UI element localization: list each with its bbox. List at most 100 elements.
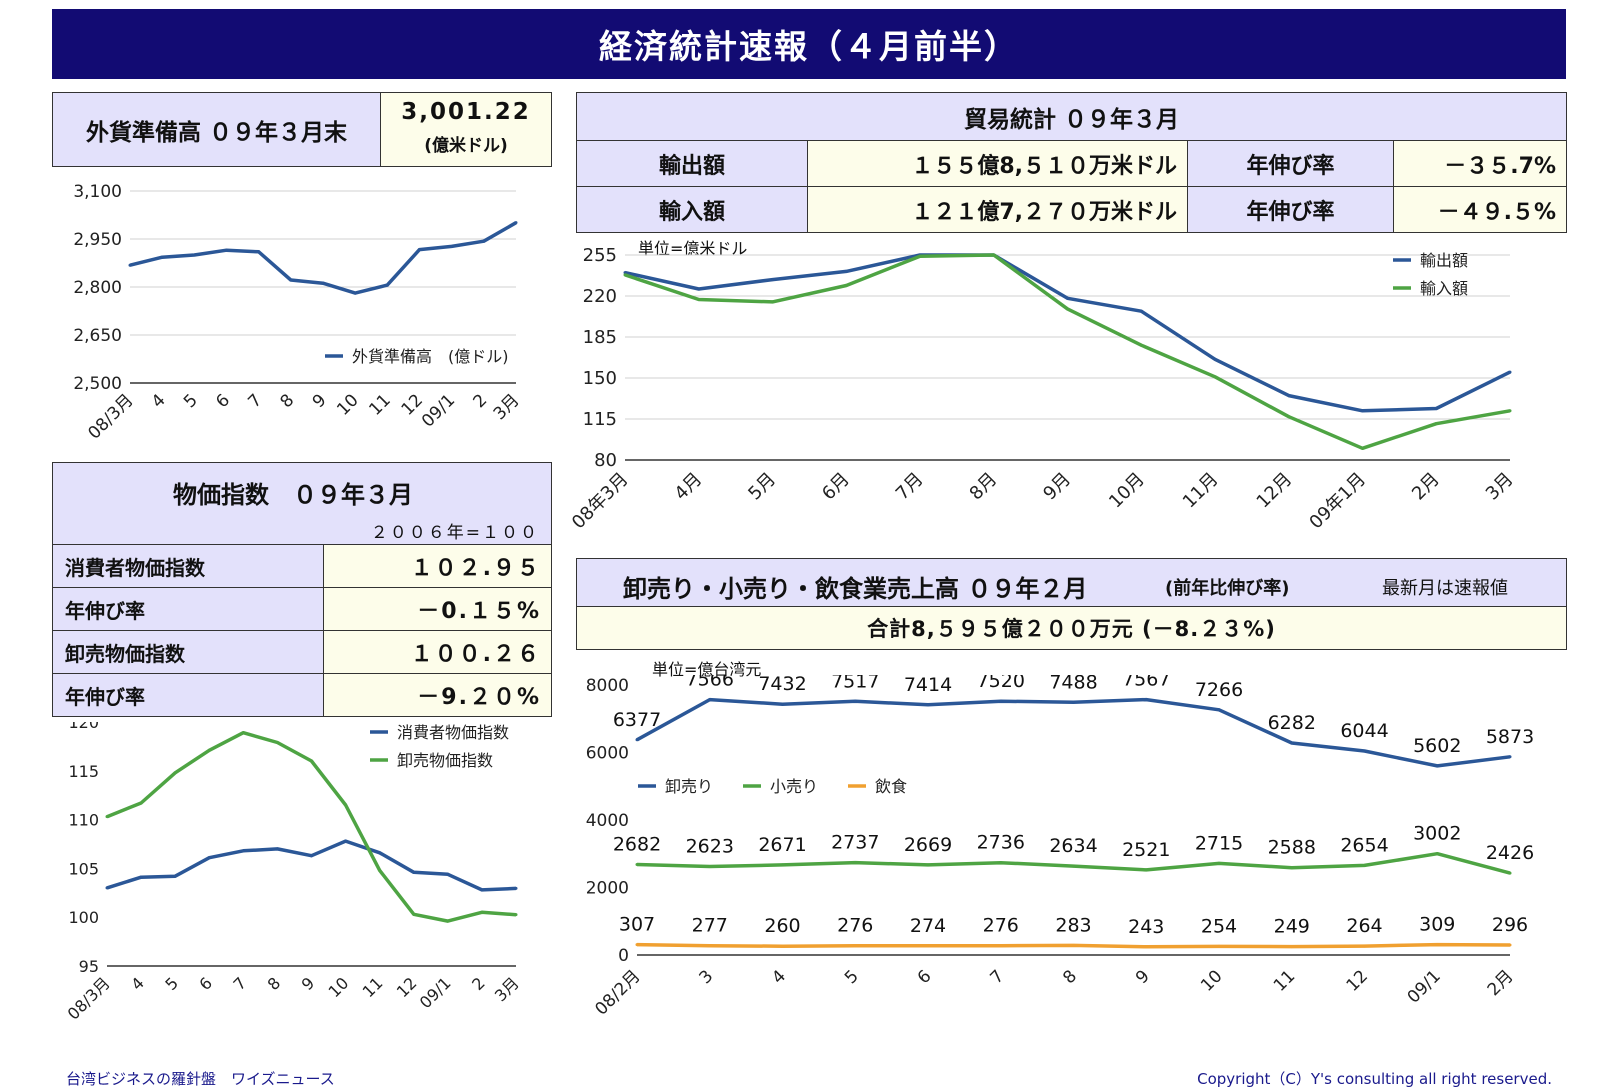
- x-tick-label: 3: [695, 966, 717, 988]
- data-label: 276: [983, 915, 1019, 937]
- import-rate-label: 年伸び率: [1187, 186, 1394, 233]
- data-point: [1434, 406, 1438, 410]
- import-rate: －４９.５%: [1393, 186, 1567, 233]
- cpi-rate-label: 年伸び率: [52, 587, 324, 631]
- data-point: [1508, 871, 1512, 875]
- data-label: 7432: [758, 675, 806, 695]
- data-point: [1144, 868, 1148, 872]
- wpi-value: １００.２６: [323, 630, 552, 674]
- data-point: [708, 698, 712, 702]
- x-tick-label: 2: [470, 390, 492, 412]
- data-point: [623, 273, 627, 277]
- data-point: [173, 874, 177, 878]
- x-tick-label: 2月: [1408, 469, 1444, 505]
- export-rate: －３５.7%: [1393, 140, 1567, 187]
- data-label: 7266: [1195, 679, 1243, 701]
- data-point: [1217, 944, 1221, 948]
- y-tick-label: 185: [583, 327, 617, 348]
- x-tick-label: 9月: [1039, 469, 1075, 505]
- data-point: [708, 944, 712, 948]
- x-tick-label: 11月: [1179, 469, 1223, 513]
- x-tick-label: 9: [1132, 966, 1154, 988]
- series-line-輸出額: [624, 253, 1511, 413]
- data-point: [1361, 446, 1364, 450]
- data-label: 2682: [613, 833, 661, 855]
- data-label: 6044: [1340, 720, 1388, 742]
- x-tick-label: 08/3月: [84, 390, 137, 443]
- x-tick-label: 08年3月: [570, 469, 633, 534]
- data-point: [344, 839, 348, 843]
- data-label: 7488: [1049, 675, 1097, 693]
- sales-title: 卸売り・小売り・飲食業売上高 ０９年２月: [623, 575, 1088, 603]
- data-label: 254: [1201, 915, 1237, 937]
- data-point: [446, 872, 450, 876]
- data-label: 283: [1055, 914, 1091, 936]
- x-tick-label: 10: [1197, 966, 1226, 995]
- x-tick-label: 5月: [744, 469, 780, 505]
- price-table: 消費者物価指数 １０２.９５ 年伸び率 －0.１５% 卸売物価指数 １００.２６…: [52, 544, 552, 717]
- x-tick-label: 9: [298, 973, 319, 994]
- data-point: [105, 815, 109, 819]
- trade-table: 輸出額 １５５億8,５１０万米ドル 年伸び率 －３５.7% 輸入額 １２１億7,…: [576, 140, 1567, 233]
- data-point: [1290, 866, 1294, 870]
- y-tick-label: 3,100: [73, 182, 122, 202]
- x-tick-label: 12月: [1253, 469, 1297, 513]
- data-label: 7414: [904, 675, 952, 696]
- footer-copyright: Copyright（C）Y's consulting all right res…: [1197, 1070, 1552, 1088]
- data-point: [385, 283, 389, 287]
- y-tick-label: 2,650: [73, 326, 122, 346]
- trade-unit-note: 単位=億米ドル: [638, 239, 748, 258]
- data-point: [310, 854, 313, 858]
- x-tick-label: 9: [309, 390, 331, 412]
- data-label: 7520: [977, 675, 1025, 692]
- data-point: [514, 913, 518, 917]
- x-tick-label: 10: [325, 973, 353, 1001]
- data-point: [697, 298, 701, 302]
- data-point: [1213, 375, 1217, 379]
- data-point: [480, 910, 484, 914]
- data-point: [1290, 741, 1294, 745]
- legend-label: 輸入額: [1420, 279, 1468, 298]
- data-point: [708, 864, 712, 868]
- data-point: [321, 281, 325, 285]
- data-point: [999, 944, 1003, 948]
- data-point: [992, 253, 996, 257]
- data-point: [1508, 370, 1512, 374]
- data-label: 277: [692, 915, 728, 937]
- data-label: 2623: [686, 835, 734, 857]
- data-point: [635, 862, 639, 866]
- legend-label: 卸売り: [665, 777, 713, 796]
- fx-reserve-unit: (億米ドル): [424, 136, 508, 156]
- y-tick-label: 0: [618, 946, 629, 966]
- data-point: [635, 738, 639, 742]
- data-label: 6377: [613, 709, 661, 731]
- data-point: [289, 278, 293, 282]
- y-tick-label: 255: [583, 245, 617, 266]
- data-label: 2521: [1122, 839, 1170, 861]
- page-title: 経済統計速報（４月前半）: [52, 9, 1566, 79]
- data-point: [418, 248, 421, 252]
- data-point: [1363, 944, 1366, 948]
- x-tick-label: 10: [333, 390, 362, 419]
- x-tick-label: 09/1: [418, 390, 459, 431]
- data-point: [1066, 296, 1069, 300]
- data-point: [139, 801, 143, 805]
- x-tick-label: 6: [195, 973, 216, 994]
- data-point: [1361, 409, 1364, 413]
- series-line-消費者物価指数: [106, 839, 517, 892]
- data-point: [446, 919, 450, 923]
- import-label: 輸入額: [576, 186, 808, 233]
- data-point: [378, 851, 382, 855]
- data-label: 264: [1346, 915, 1382, 937]
- data-label: 3002: [1413, 823, 1461, 845]
- x-tick-label: 08/3月: [64, 973, 114, 1023]
- data-point: [1508, 755, 1512, 759]
- data-point: [241, 849, 245, 853]
- data-point: [1213, 357, 1217, 361]
- x-tick-label: 6: [212, 390, 234, 412]
- data-point: [480, 888, 484, 892]
- legend-label: 消費者物価指数: [397, 723, 509, 742]
- data-point: [105, 886, 109, 890]
- x-tick-label: 4月: [671, 469, 707, 505]
- fx-reserve-value: 3,001.22: [401, 99, 531, 125]
